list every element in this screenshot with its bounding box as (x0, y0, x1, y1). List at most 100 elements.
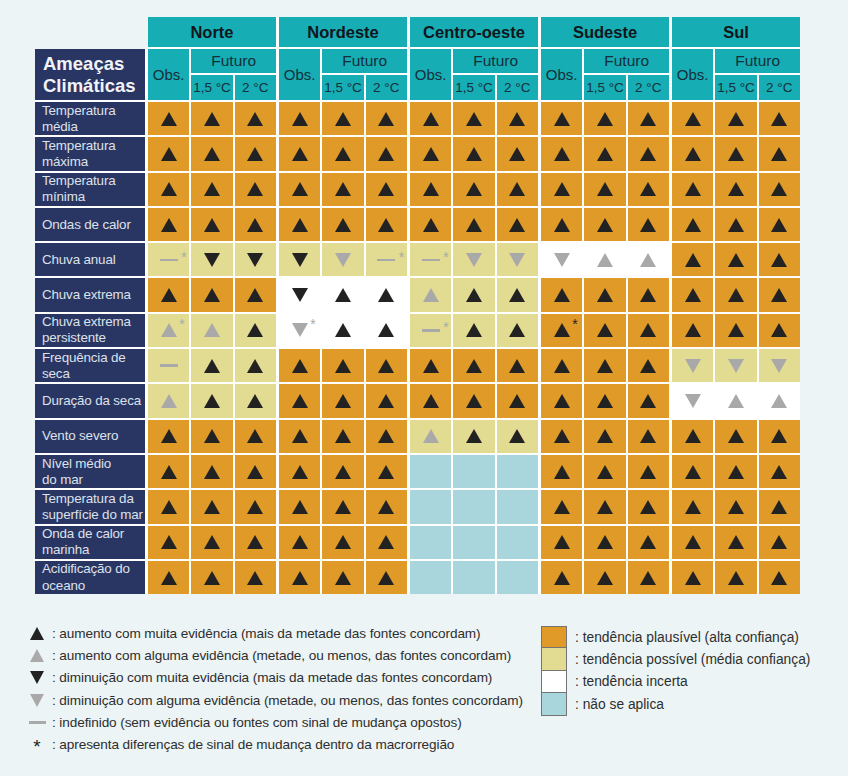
symbol (335, 288, 351, 302)
cell (191, 208, 232, 241)
region-group (541, 526, 669, 559)
cell (191, 278, 232, 311)
up-triangle-icon (247, 429, 263, 443)
up-triangle-icon (378, 394, 394, 408)
cell: * (279, 314, 320, 347)
region-group (541, 349, 669, 382)
cell (191, 455, 232, 488)
region-group (148, 173, 276, 206)
symbol (204, 147, 220, 161)
up-triangle-icon (378, 500, 394, 514)
down-gray-icon (28, 694, 46, 707)
symbol (728, 147, 744, 161)
region-group: * (148, 243, 276, 276)
cell (672, 455, 713, 488)
cell (672, 490, 713, 523)
up-triangle-icon (161, 394, 177, 408)
cell (584, 455, 625, 488)
region-group (279, 102, 407, 135)
symbol (161, 535, 177, 549)
cell (410, 384, 451, 417)
symbol (597, 500, 613, 514)
cell (279, 561, 320, 594)
symbol (335, 253, 351, 267)
symbol (204, 359, 220, 373)
down-triangle-icon (685, 394, 701, 408)
up-triangle-icon (204, 218, 220, 232)
up-triangle-icon (335, 112, 351, 126)
cell (279, 208, 320, 241)
symbol: * (377, 259, 395, 262)
region-group: * (279, 243, 407, 276)
up-triangle-icon (423, 182, 439, 196)
cell (148, 526, 189, 559)
symbol (423, 429, 439, 443)
up-triangle-icon (466, 429, 482, 443)
up-triangle-icon (640, 500, 656, 514)
futuro-header: Futuro (584, 49, 669, 73)
cell (497, 137, 538, 170)
cell (628, 490, 669, 523)
symbol (640, 465, 656, 479)
symbol (771, 359, 787, 373)
down-triangle-icon (292, 288, 308, 302)
cell (235, 314, 276, 347)
region-group (541, 102, 669, 135)
symbol (640, 253, 656, 267)
cell (148, 102, 189, 135)
cell (497, 208, 538, 241)
up-triangle-icon (771, 253, 787, 267)
up-triangle-icon (466, 112, 482, 126)
symbol (554, 394, 570, 408)
table-row: Onda de calor marinha (35, 526, 800, 559)
cell (191, 561, 232, 594)
cell (322, 278, 363, 311)
region-group (410, 349, 538, 382)
row-label: Frequência de seca (35, 349, 145, 382)
table-row: Chuva anual*** (35, 243, 800, 276)
region-group (410, 102, 538, 135)
cell (628, 278, 669, 311)
cell (672, 243, 713, 276)
scenario-header-1: 2 °C (759, 75, 800, 100)
cell (235, 526, 276, 559)
up-triangle-icon (204, 394, 220, 408)
legend-item: : diminuição com muita evidência (mais d… (28, 667, 523, 689)
region-group (410, 173, 538, 206)
symbol-legend: : aumento com muita evidência (mais da m… (28, 622, 523, 756)
cell (715, 173, 756, 206)
cell (497, 314, 538, 347)
region-group (541, 208, 669, 241)
up-triangle-icon (597, 112, 613, 126)
region-group (672, 490, 800, 523)
up-triangle-icon (597, 500, 613, 514)
cell (715, 490, 756, 523)
cell (672, 278, 713, 311)
region-group (148, 349, 276, 382)
symbol (509, 182, 525, 196)
futuro-wrap: Futuro1,5 °C2 °C (191, 49, 276, 100)
cell (541, 137, 582, 170)
symbol (466, 394, 482, 408)
symbol (640, 535, 656, 549)
cell (715, 243, 756, 276)
symbol (554, 500, 570, 514)
up-triangle-icon (685, 253, 701, 267)
up-triangle-icon (728, 147, 744, 161)
up-triangle-icon (554, 218, 570, 232)
cell (366, 208, 407, 241)
up-triangle-icon (640, 394, 656, 408)
symbol (423, 394, 439, 408)
symbol (509, 253, 525, 267)
legend-text: : tendência possível (média confiança) (575, 652, 810, 667)
cell (672, 208, 713, 241)
region-group (410, 137, 538, 170)
symbol (597, 182, 613, 196)
symbol (771, 535, 787, 549)
symbol (554, 359, 570, 373)
symbol (640, 323, 656, 337)
up-triangle-icon (728, 500, 744, 514)
obs-header: Obs. (148, 49, 189, 100)
symbol (771, 465, 787, 479)
row-label: Temperatura da superfície do mar (35, 490, 145, 523)
